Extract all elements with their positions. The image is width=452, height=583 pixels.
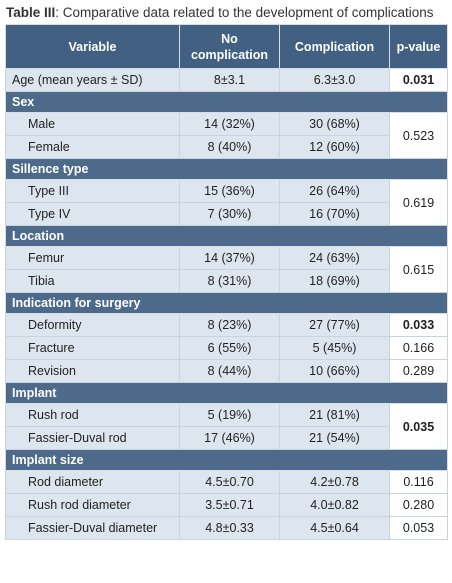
- cell-no-complication: 3.5±0.71: [179, 493, 280, 517]
- row-label: Female: [5, 135, 180, 159]
- cell-p-value: 0.619: [389, 179, 448, 226]
- cell-no-complication: 8 (44%): [179, 359, 280, 383]
- row-label: Fassier-Duval diameter: [5, 516, 180, 540]
- cell-complication: 6.3±3.0: [279, 68, 390, 92]
- cell-complication: 21 (54%): [279, 426, 390, 450]
- section-header: Sillence type: [5, 158, 448, 180]
- table-row: Female 8 (40%) 12 (60%): [5, 135, 448, 159]
- section-header: Implant size: [5, 449, 448, 471]
- table-caption: Table III: Comparative data related to t…: [0, 0, 452, 21]
- cell-p-value: 0.523: [389, 112, 448, 159]
- cell-complication: 21 (81%): [279, 403, 390, 427]
- cell-no-complication: 14 (37%): [179, 246, 280, 270]
- header-row: Variable No complication Complication p-…: [5, 24, 448, 69]
- row-label: Tibia: [5, 269, 180, 293]
- section-title: Sillence type: [5, 158, 448, 180]
- cell-complication: 30 (68%): [279, 112, 390, 136]
- table-row: Rush rod 5 (19%) 21 (81%) 0.035: [5, 403, 448, 450]
- cell-p-value: 0.615: [389, 246, 448, 293]
- row-label: Rush rod: [5, 403, 180, 427]
- cell-complication: 4.2±0.78: [279, 470, 390, 494]
- table-row: Male 14 (32%) 30 (68%) 0.523: [5, 112, 448, 159]
- cell-no-complication: 15 (36%): [179, 179, 280, 203]
- section-header: Indication for surgery: [5, 292, 448, 314]
- comparative-data-table: Variable No complication Complication p-…: [5, 24, 448, 540]
- cell-p-value: 0.035: [389, 403, 448, 450]
- table-row: Deformity 8 (23%) 27 (77%) 0.033: [5, 313, 448, 337]
- cell-p-value: 0.053: [389, 516, 448, 540]
- row-label: Male: [5, 112, 180, 136]
- table-row: Type III 15 (36%) 26 (64%) 0.619: [5, 179, 448, 226]
- section-title: Implant: [5, 382, 448, 404]
- cell-no-complication: 4.8±0.33: [179, 516, 280, 540]
- row-label: Revision: [5, 359, 180, 383]
- cell-no-complication: 5 (19%): [179, 403, 280, 427]
- table-row: Rush rod diameter 3.5±0.71 4.0±0.82 0.28…: [5, 493, 448, 517]
- cell-complication: 27 (77%): [279, 313, 390, 337]
- table-row: Rod diameter 4.5±0.70 4.2±0.78 0.116: [5, 470, 448, 494]
- cell-complication: 5 (45%): [279, 336, 390, 360]
- cell-complication: 16 (70%): [279, 202, 390, 226]
- cell-no-complication: 8 (31%): [179, 269, 280, 293]
- header-variable: Variable: [5, 24, 180, 69]
- header-p-value: p-value: [389, 24, 448, 69]
- row-label: Deformity: [5, 313, 180, 337]
- cell-no-complication: 8 (40%): [179, 135, 280, 159]
- section-header: Implant: [5, 382, 448, 404]
- table-row: Type IV 7 (30%) 16 (70%): [5, 202, 448, 226]
- cell-p-value: 0.166: [389, 336, 448, 360]
- row-label: Type IV: [5, 202, 180, 226]
- row-label: Age (mean years ± SD): [5, 68, 180, 92]
- table-row: Femur 14 (37%) 24 (63%) 0.615: [5, 246, 448, 293]
- cell-complication: 24 (63%): [279, 246, 390, 270]
- row-label: Rush rod diameter: [5, 493, 180, 517]
- caption-label: Table III: [6, 5, 56, 20]
- table-row: Age (mean years ± SD) 8±3.1 6.3±3.0 0.03…: [5, 68, 448, 92]
- cell-no-complication: 8±3.1: [179, 68, 280, 92]
- cell-complication: 18 (69%): [279, 269, 390, 293]
- cell-complication: 4.5±0.64: [279, 516, 390, 540]
- cell-no-complication: 14 (32%): [179, 112, 280, 136]
- cell-no-complication: 6 (55%): [179, 336, 280, 360]
- row-label: Rod diameter: [5, 470, 180, 494]
- cell-no-complication: 17 (46%): [179, 426, 280, 450]
- row-label: Fassier-Duval rod: [5, 426, 180, 450]
- row-label: Type III: [5, 179, 180, 203]
- cell-no-complication: 8 (23%): [179, 313, 280, 337]
- row-label: Femur: [5, 246, 180, 270]
- table-row: Fassier-Duval rod 17 (46%) 21 (54%): [5, 426, 448, 450]
- cell-p-value: 0.116: [389, 470, 448, 494]
- section-title: Implant size: [5, 449, 448, 471]
- table-row: Tibia 8 (31%) 18 (69%): [5, 269, 448, 293]
- section-title: Location: [5, 225, 448, 247]
- section-header: Location: [5, 225, 448, 247]
- cell-complication: 12 (60%): [279, 135, 390, 159]
- section-header: Sex: [5, 91, 448, 113]
- cell-complication: 26 (64%): [279, 179, 390, 203]
- cell-complication: 4.0±0.82: [279, 493, 390, 517]
- row-label: Fracture: [5, 336, 180, 360]
- header-complication: Complication: [279, 24, 390, 69]
- cell-p-value: 0.031: [389, 68, 448, 92]
- cell-complication: 10 (66%): [279, 359, 390, 383]
- cell-p-value: 0.289: [389, 359, 448, 383]
- table-row: Fassier-Duval diameter 4.8±0.33 4.5±0.64…: [5, 516, 448, 540]
- section-title: Sex: [5, 91, 448, 113]
- table-row: Revision 8 (44%) 10 (66%) 0.289: [5, 359, 448, 383]
- caption-text: : Comparative data related to the develo…: [55, 5, 434, 20]
- cell-p-value: 0.280: [389, 493, 448, 517]
- table-row: Fracture 6 (55%) 5 (45%) 0.166: [5, 336, 448, 360]
- section-title: Indication for surgery: [5, 292, 448, 314]
- cell-no-complication: 4.5±0.70: [179, 470, 280, 494]
- header-no-complication: No complication: [179, 24, 280, 69]
- cell-p-value: 0.033: [389, 313, 448, 337]
- cell-no-complication: 7 (30%): [179, 202, 280, 226]
